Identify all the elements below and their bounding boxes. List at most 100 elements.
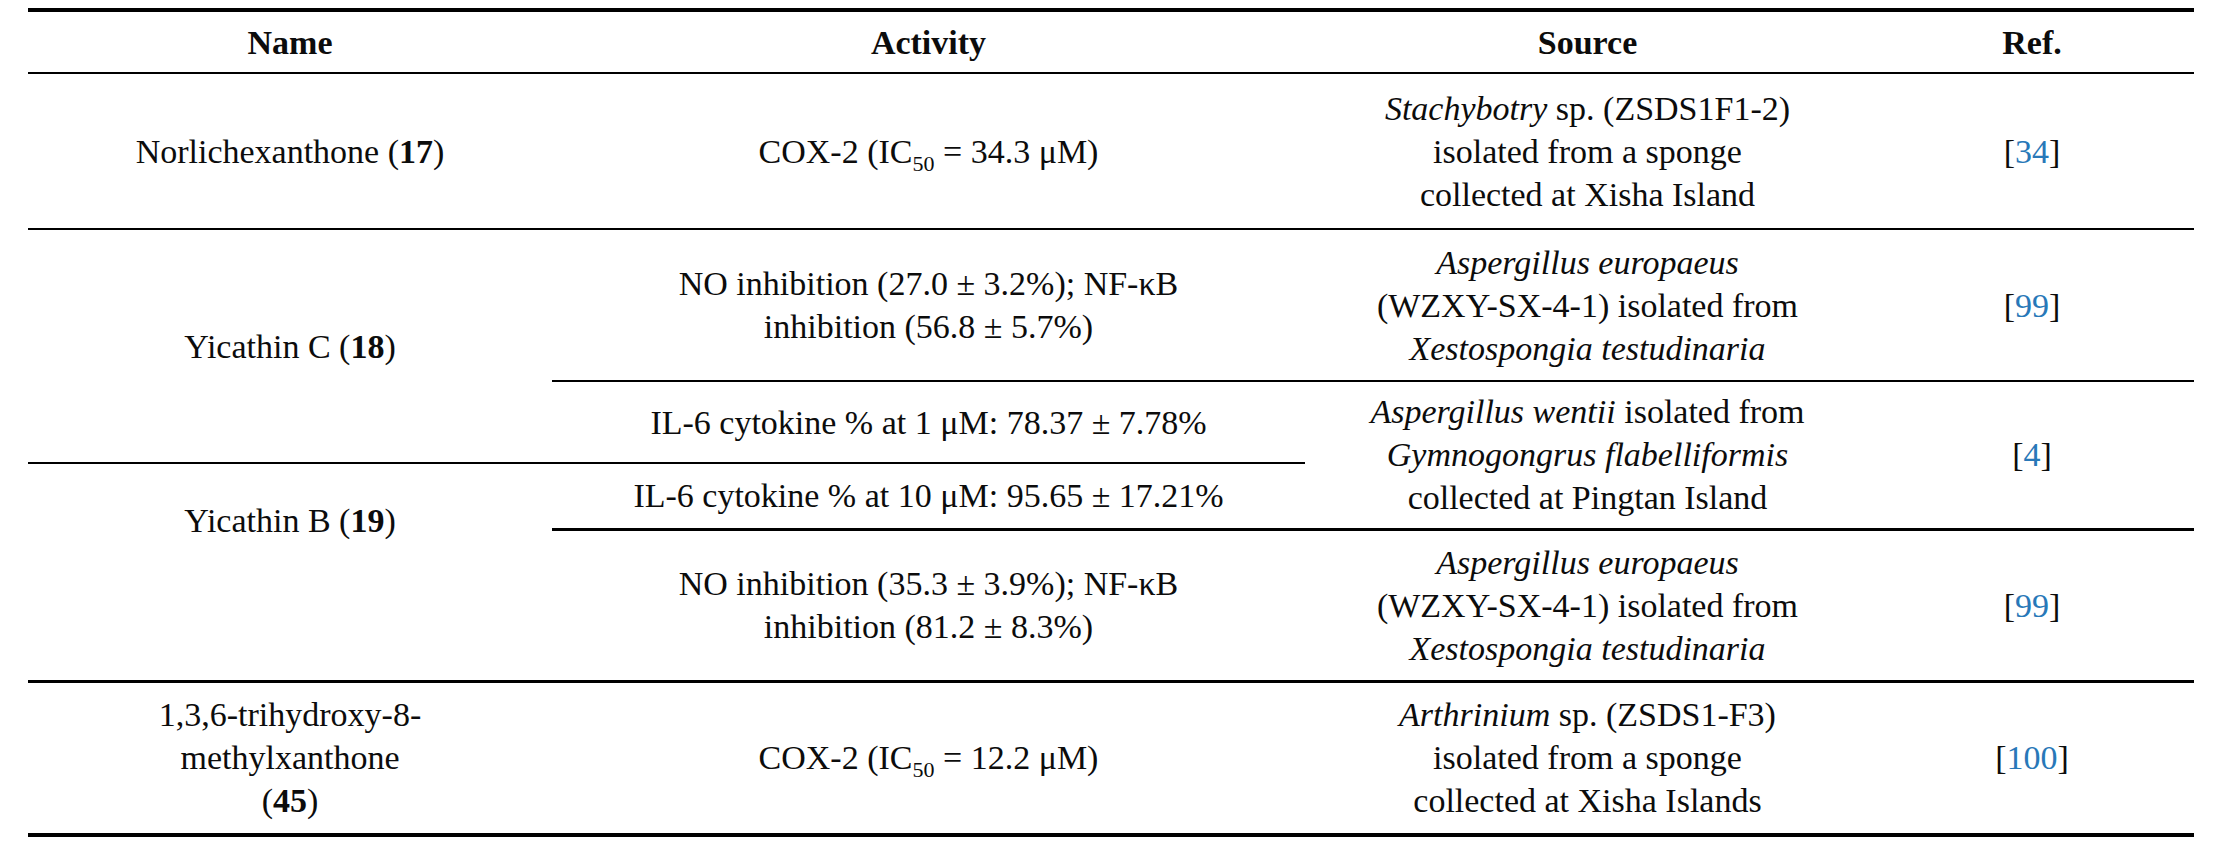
text-run: ) (384, 328, 395, 365)
ref-cell: [34] (1870, 73, 2194, 229)
text-line: inhibition (81.2 ± 8.3%) (552, 605, 1305, 648)
table-header-row: NameActivitySourceRef. (28, 10, 2194, 73)
text-line: Aspergillus europaeus (1305, 241, 1870, 284)
source-cell: Aspergillus europaeus (WZXY-SX-4-1) isola… (1305, 229, 1870, 381)
text-run: Xestospongia testudinaria (1409, 330, 1765, 367)
text-line: [34] (1870, 130, 2194, 173)
text-run: (WZXY-SX-4-1) isolated from (1377, 587, 1798, 624)
activity-cell: COX-2 (IC50 = 12.2 μM) (552, 681, 1305, 835)
text-run: Aspergillus europaeus (1436, 244, 1739, 281)
citation-link[interactable]: 99 (2015, 287, 2049, 324)
text-line: (WZXY-SX-4-1) isolated from (1305, 284, 1870, 327)
column-header-activity: Activity (552, 10, 1305, 73)
text-run: inhibition (56.8 ± 5.7%) (764, 308, 1093, 345)
text-run: COX-2 (IC (759, 739, 913, 776)
text-run: collected at Xisha Island (1420, 176, 1755, 213)
text-run: 18 (350, 328, 384, 365)
text-run: ] (2049, 287, 2060, 324)
text-line: NO inhibition (35.3 ± 3.9%); NF-κB (552, 562, 1305, 605)
text-line: COX-2 (IC50 = 34.3 μM) (552, 130, 1305, 173)
text-line: Gymnogongrus flabelliformis (1305, 433, 1870, 476)
text-line: isolated from a sponge (1305, 736, 1870, 779)
text-run: Aspergillus wentii (1370, 393, 1615, 430)
text-run: NO inhibition (35.3 ± 3.9%); NF-κB (679, 565, 1179, 602)
text-run: IL-6 cytokine % at 1 μM: 78.37 ± 7.78% (650, 404, 1206, 441)
text-run: = 34.3 μM) (934, 133, 1098, 170)
text-line: Aspergillus europaeus (1305, 541, 1870, 584)
text-run: 17 (399, 133, 433, 170)
text-run: Yicathin C ( (184, 328, 350, 365)
source-cell: Arthrinium sp. (ZSDS1-F3)isolated from a… (1305, 681, 1870, 835)
text-run: NO inhibition (27.0 ± 3.2%); NF-κB (679, 265, 1179, 302)
column-header-ref: Ref. (1870, 10, 2194, 73)
paper-table-page: { "link_color": "#2878b8", "columns": ["… (0, 0, 2220, 860)
text-run: COX-2 (IC (759, 133, 913, 170)
bioactivity-table: NameActivitySourceRef. Norlichexanthone … (28, 8, 2194, 837)
text-run: sp. (ZSDS1-F3) (1550, 696, 1776, 733)
activity-cell: NO inhibition (27.0 ± 3.2%); NF-κB inhibi… (552, 229, 1305, 381)
text-line: (WZXY-SX-4-1) isolated from (1305, 584, 1870, 627)
text-run: ] (2041, 436, 2052, 473)
text-run: (WZXY-SX-4-1) isolated from (1377, 287, 1798, 324)
text-run: [ (2004, 587, 2015, 624)
ref-cell: [99] (1870, 229, 2194, 381)
text-line: Arthrinium sp. (ZSDS1-F3) (1305, 693, 1870, 736)
citation-link[interactable]: 99 (2015, 587, 2049, 624)
name-cell: 1,3,6-trihydroxy-8-methylxanthone(45) (28, 681, 552, 835)
text-line: Aspergillus wentii isolated from (1305, 390, 1870, 433)
ref-cell: [4] (1870, 381, 2194, 529)
text-line: Yicathin B (19) (28, 499, 552, 542)
table-row: Norlichexanthone (17)COX-2 (IC50 = 34.3 … (28, 73, 2194, 229)
text-run: collected at Xisha Islands (1413, 782, 1761, 819)
text-line: [99] (1870, 584, 2194, 627)
text-line: Stachybotry sp. (ZSDS1F1-2) (1305, 87, 1870, 130)
text-run: 1,3,6-trihydroxy-8- (159, 696, 422, 733)
activity-cell: NO inhibition (35.3 ± 3.9%); NF-κB inhibi… (552, 529, 1305, 681)
text-run: ] (2058, 739, 2069, 776)
text-line: inhibition (56.8 ± 5.7%) (552, 305, 1305, 348)
text-run: Aspergillus europaeus (1436, 544, 1739, 581)
ref-cell: [99] (1870, 529, 2194, 681)
name-cell: Norlichexanthone (17) (28, 73, 552, 229)
source-cell: Aspergillus wentii isolated fromGymnogon… (1305, 381, 1870, 529)
citation-link[interactable]: 4 (2024, 436, 2041, 473)
text-line: IL-6 cytokine % at 1 μM: 78.37 ± 7.78% (552, 401, 1305, 444)
text-line: collected at Pingtan Island (1305, 476, 1870, 519)
text-run: isolated from a sponge (1433, 739, 1742, 776)
text-run: Xestospongia testudinaria (1409, 630, 1765, 667)
text-run: ) (307, 782, 318, 819)
citation-link[interactable]: 34 (2015, 133, 2049, 170)
text-run: ] (2049, 133, 2060, 170)
table-header: NameActivitySourceRef. (28, 10, 2194, 73)
table-row: Yicathin C (18)NO inhibition (27.0 ± 3.2… (28, 229, 2194, 381)
text-line: isolated from a sponge (1305, 130, 1870, 173)
text-line: [4] (1870, 433, 2194, 476)
text-line: collected at Xisha Islands (1305, 779, 1870, 822)
text-run: inhibition (81.2 ± 8.3%) (764, 608, 1093, 645)
text-run: ( (262, 782, 273, 819)
text-run: [ (2012, 436, 2023, 473)
text-run: [ (2004, 133, 2015, 170)
citation-link[interactable]: 100 (2007, 739, 2058, 776)
text-run: = 12.2 μM) (934, 739, 1098, 776)
text-run: IL-6 cytokine % at 10 μM: 95.65 ± 17.21% (633, 477, 1223, 514)
text-run: isolated from (1616, 393, 1805, 430)
subscript-text: 50 (912, 150, 934, 175)
source-cell: Aspergillus europaeus (WZXY-SX-4-1) isola… (1305, 529, 1870, 681)
column-header-name: Name (28, 10, 552, 73)
text-run: [ (1995, 739, 2006, 776)
source-cell: Stachybotry sp. (ZSDS1F1-2)isolated from… (1305, 73, 1870, 229)
text-line: Norlichexanthone (17) (28, 130, 552, 173)
text-run: Stachybotry (1385, 90, 1547, 127)
table-wrapper: NameActivitySourceRef. Norlichexanthone … (28, 8, 2194, 837)
text-run: 45 (273, 782, 307, 819)
text-line: IL-6 cytokine % at 10 μM: 95.65 ± 17.21% (552, 474, 1305, 517)
table-row: 1,3,6-trihydroxy-8-methylxanthone(45)COX… (28, 681, 2194, 835)
text-run: isolated from a sponge (1433, 133, 1742, 170)
text-line: Yicathin C (18) (28, 325, 552, 368)
ref-cell: [100] (1870, 681, 2194, 835)
subscript-text: 50 (912, 757, 934, 782)
text-line: Xestospongia testudinaria (1305, 327, 1870, 370)
activity-cell: IL-6 cytokine % at 1 μM: 78.37 ± 7.78% (552, 381, 1305, 463)
text-run: Gymnogongrus flabelliformis (1387, 436, 1788, 473)
